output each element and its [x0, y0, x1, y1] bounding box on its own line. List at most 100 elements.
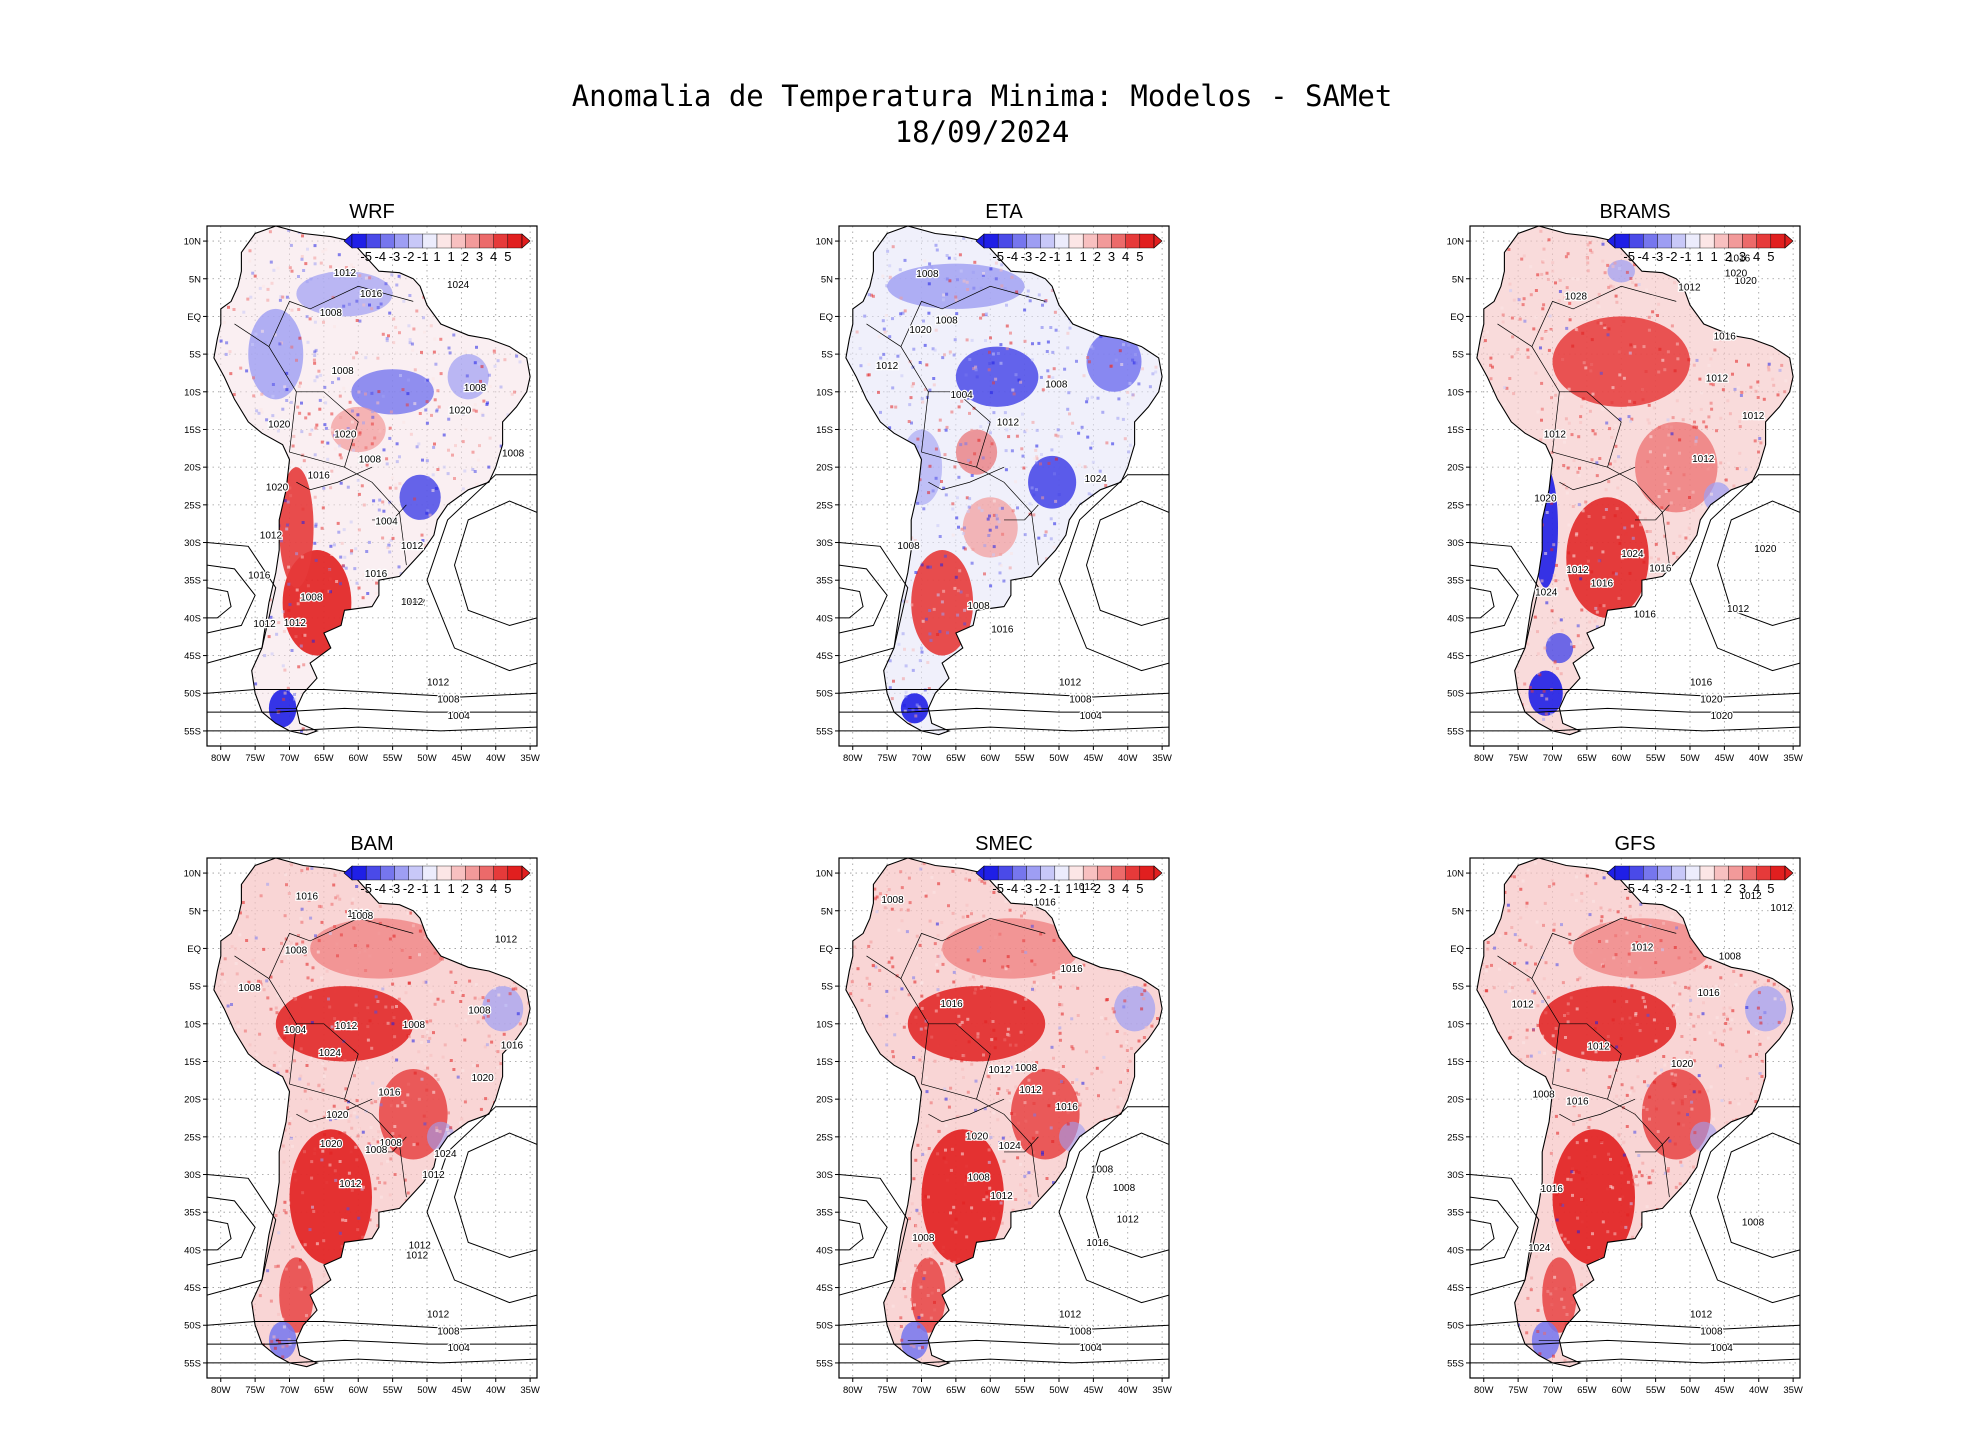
anomaly-speck [268, 230, 272, 234]
anomaly-speck [364, 1030, 368, 1034]
anomaly-speck [321, 1088, 325, 1092]
anomaly-speck [1545, 601, 1549, 605]
isobar-line [207, 542, 277, 664]
pressure-label: 1016 [1690, 678, 1713, 689]
anomaly-speck [905, 930, 909, 934]
lat-label: 20S [1447, 463, 1464, 474]
anomaly-speck [405, 544, 409, 547]
anomaly-speck [298, 381, 302, 385]
anomaly-speck [1704, 425, 1708, 429]
anomaly-speck [387, 334, 390, 338]
anomaly-speck [415, 309, 419, 313]
pressure-label: 1008 [285, 946, 308, 957]
isobar-line [1470, 688, 1800, 698]
lat-label: 30S [1447, 538, 1464, 549]
anomaly-speck [382, 509, 386, 513]
anomaly-speck [376, 1140, 380, 1144]
anomaly-speck [304, 416, 308, 420]
anomaly-speck [1654, 542, 1658, 546]
anomaly-speck [1671, 416, 1675, 420]
anomaly-speck [348, 400, 352, 404]
anomaly-speck [485, 403, 489, 406]
anomaly-speck [933, 1300, 936, 1304]
anomaly-speck [1551, 392, 1555, 396]
anomaly-speck [974, 987, 978, 991]
anomaly-speck [1134, 353, 1137, 357]
anomaly-speck [288, 603, 292, 606]
anomaly-speck [933, 348, 937, 352]
anomaly-speck [982, 959, 986, 963]
anomaly-speck [286, 523, 289, 527]
anomaly-speck [1010, 1145, 1014, 1149]
anomaly-speck [286, 1029, 290, 1032]
anomaly-speck [1611, 285, 1615, 289]
anomaly-speck [930, 1261, 934, 1265]
anomaly-speck [982, 1053, 985, 1057]
anomaly-speck [937, 428, 941, 432]
pressure-label: 1016 [1714, 331, 1737, 342]
anomaly-speck [934, 243, 938, 247]
anomaly-speck [904, 695, 908, 699]
anomaly-speck [313, 379, 317, 383]
anomaly-speck [960, 527, 964, 531]
anomaly-speck [1678, 451, 1681, 455]
anomaly-speck [355, 351, 358, 355]
anomaly-speck [922, 269, 926, 273]
anomaly-speck [329, 1118, 332, 1122]
colorbar-label: 5 [1136, 249, 1143, 264]
anomaly-speck [1536, 652, 1540, 656]
anomaly-speck [1663, 453, 1667, 457]
anomaly-speck [396, 1104, 400, 1108]
anomaly-speck [1008, 1043, 1012, 1047]
colorbar-label: -4 [375, 881, 387, 896]
anomaly-speck [436, 389, 440, 393]
anomaly-speck [953, 586, 957, 590]
anomaly-speck [454, 981, 458, 984]
map-frame [1469, 225, 1801, 747]
anomaly-speck [1144, 1025, 1148, 1029]
anomaly-speck [1051, 350, 1055, 354]
anomaly-region [955, 346, 1039, 407]
anomaly-speck [313, 506, 317, 510]
anomaly-speck [282, 1325, 286, 1329]
anomaly-speck [926, 661, 930, 664]
anomaly-speck [920, 1313, 924, 1317]
colorbar-swatch [493, 233, 509, 249]
anomaly-speck [1666, 446, 1670, 450]
anomaly-speck [1618, 373, 1622, 377]
anomaly-speck [277, 1036, 281, 1040]
anomaly-speck [1657, 557, 1661, 561]
anomaly-region [1028, 455, 1077, 509]
anomaly-speck [278, 1064, 282, 1068]
colorbar-swatch [380, 233, 395, 249]
anomaly-speck [989, 584, 993, 588]
anomaly-speck [1051, 376, 1055, 380]
anomaly-speck [299, 1258, 302, 1262]
anomaly-speck [493, 986, 497, 990]
anomaly-speck [1483, 339, 1487, 343]
anomaly-speck [484, 1097, 488, 1101]
anomaly-speck [378, 498, 382, 502]
anomaly-speck [945, 425, 949, 429]
lat-label: 5S [189, 350, 201, 361]
anomaly-speck [346, 1106, 350, 1110]
anomaly-speck [1031, 987, 1034, 991]
lat-label: 35S [1447, 576, 1464, 587]
anomaly-speck [452, 1068, 456, 1071]
anomaly-speck [1052, 938, 1056, 942]
anomaly-speck [983, 572, 986, 576]
anomaly-speck [1553, 445, 1557, 449]
colorbar-swatch [1685, 233, 1701, 249]
anomaly-speck [912, 1056, 916, 1059]
anomaly-speck [992, 381, 995, 385]
anomaly-speck [254, 332, 258, 336]
anomaly-speck [956, 278, 959, 282]
anomaly-speck [449, 1059, 453, 1062]
lon-label: 65W [314, 753, 334, 764]
anomaly-speck [280, 960, 284, 964]
anomaly-speck [1121, 1106, 1125, 1110]
anomaly-speck [339, 456, 343, 460]
anomaly-speck [516, 1012, 520, 1016]
anomaly-speck [288, 1122, 292, 1126]
anomaly-speck [317, 369, 321, 373]
